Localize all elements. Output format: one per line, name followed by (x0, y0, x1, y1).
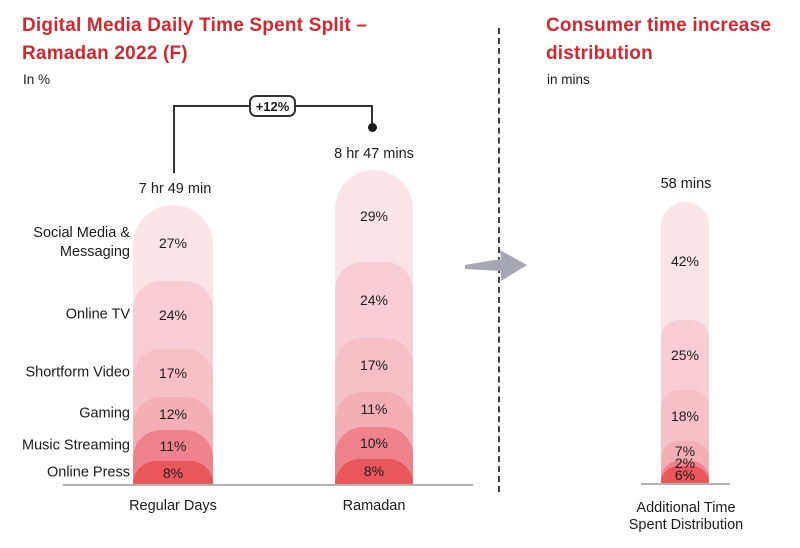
total-label-additional: 58 mins (660, 176, 712, 192)
right-chart-title-line1: Consumer time increase (546, 15, 772, 36)
left-chart-title-line2: Ramadan 2022 (F) (22, 43, 188, 64)
bar-additional-time: 42% 25% 18% 7% 2% 6% (661, 202, 709, 483)
connector-line-right (371, 105, 373, 127)
right-chart-axis-line (641, 483, 730, 485)
total-label-ramadan: 8 hr 47 mins (334, 146, 414, 162)
right-chart-title: Consumer time increase distribution (546, 12, 786, 68)
right-arrow-icon (465, 250, 527, 281)
left-chart-title-line1: Digital Media Daily Time Spent Split – (22, 15, 368, 36)
x-axis-label-regular-days: Regular Days (129, 498, 217, 514)
category-label: Shortform Video (25, 364, 130, 381)
connector-dot (368, 123, 377, 132)
category-label: Online Press (46, 464, 130, 481)
bar-ramadan: 29% 24% 17% 11% 10% 8% (335, 170, 413, 484)
category-label: Online TV (65, 306, 130, 323)
bar-regular-days: 27% 24% 17% 12% 11% 8% (133, 205, 213, 484)
left-chart-subtitle: In % (23, 72, 51, 87)
total-label-regular-days: 7 hr 49 min (138, 181, 212, 197)
right-chart-subtitle: in mins (547, 72, 590, 87)
left-chart-title: Digital Media Daily Time Spent Split – R… (22, 12, 442, 68)
x-axis-label-additional-line2: Spent Distribution (628, 517, 744, 533)
category-label: Music Streaming (22, 437, 130, 454)
bar-segment (133, 461, 213, 484)
connector-line-left (173, 105, 175, 173)
left-chart-axis-line (63, 484, 473, 486)
category-label: Social Media & Messaging (33, 225, 130, 261)
x-axis-label-additional: Additional Time Spent Distribution (606, 500, 766, 534)
increase-badge: +12% (249, 95, 296, 117)
category-label: Gaming (79, 405, 130, 422)
right-chart-title-line2: distribution (546, 43, 653, 64)
x-axis-label-ramadan: Ramadan (342, 498, 406, 514)
x-axis-label-additional-line1: Additional Time (636, 500, 736, 516)
bar-segment (661, 466, 709, 483)
bar-segment (335, 458, 413, 484)
